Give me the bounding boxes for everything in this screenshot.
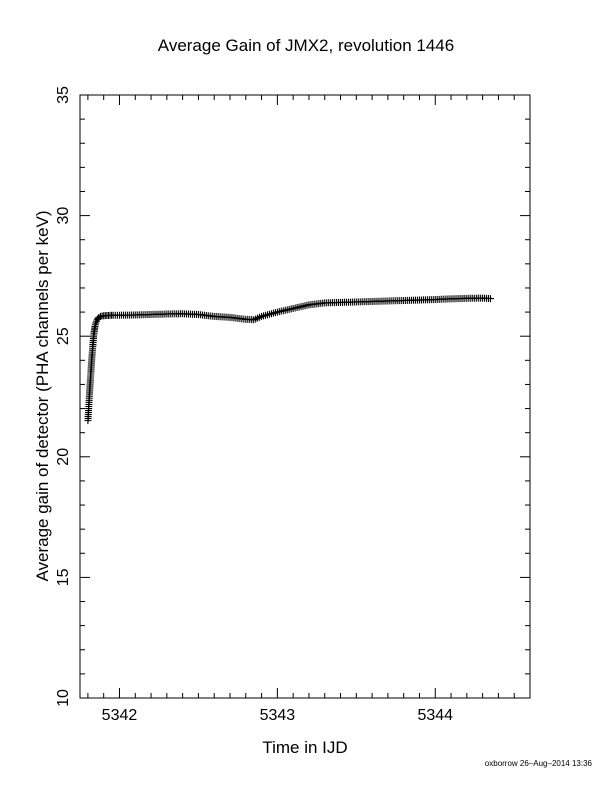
x-axis-label: Time in IJD bbox=[262, 738, 348, 757]
data-point bbox=[487, 295, 495, 303]
y-tick-label: 15 bbox=[55, 568, 72, 586]
x-tick-label: 5342 bbox=[102, 707, 138, 724]
plot-frame bbox=[79, 94, 531, 699]
y-tick-label: 30 bbox=[55, 207, 72, 225]
footer-credit: oxborrow 26–Aug–2014 13:36 bbox=[484, 759, 592, 768]
x-tick-label: 5344 bbox=[417, 707, 453, 724]
chart-title: Average Gain of JMX2, revolution 1446 bbox=[157, 36, 455, 55]
data-point bbox=[95, 313, 103, 321]
y-tick-label: 20 bbox=[55, 448, 72, 466]
y-tick-label: 35 bbox=[55, 86, 72, 104]
y-tick-label: 25 bbox=[55, 327, 72, 345]
y-axis-label: Average gain of detector (PHA channels p… bbox=[33, 210, 52, 582]
y-tick-label: 10 bbox=[55, 689, 72, 707]
x-tick-label: 5343 bbox=[260, 707, 296, 724]
